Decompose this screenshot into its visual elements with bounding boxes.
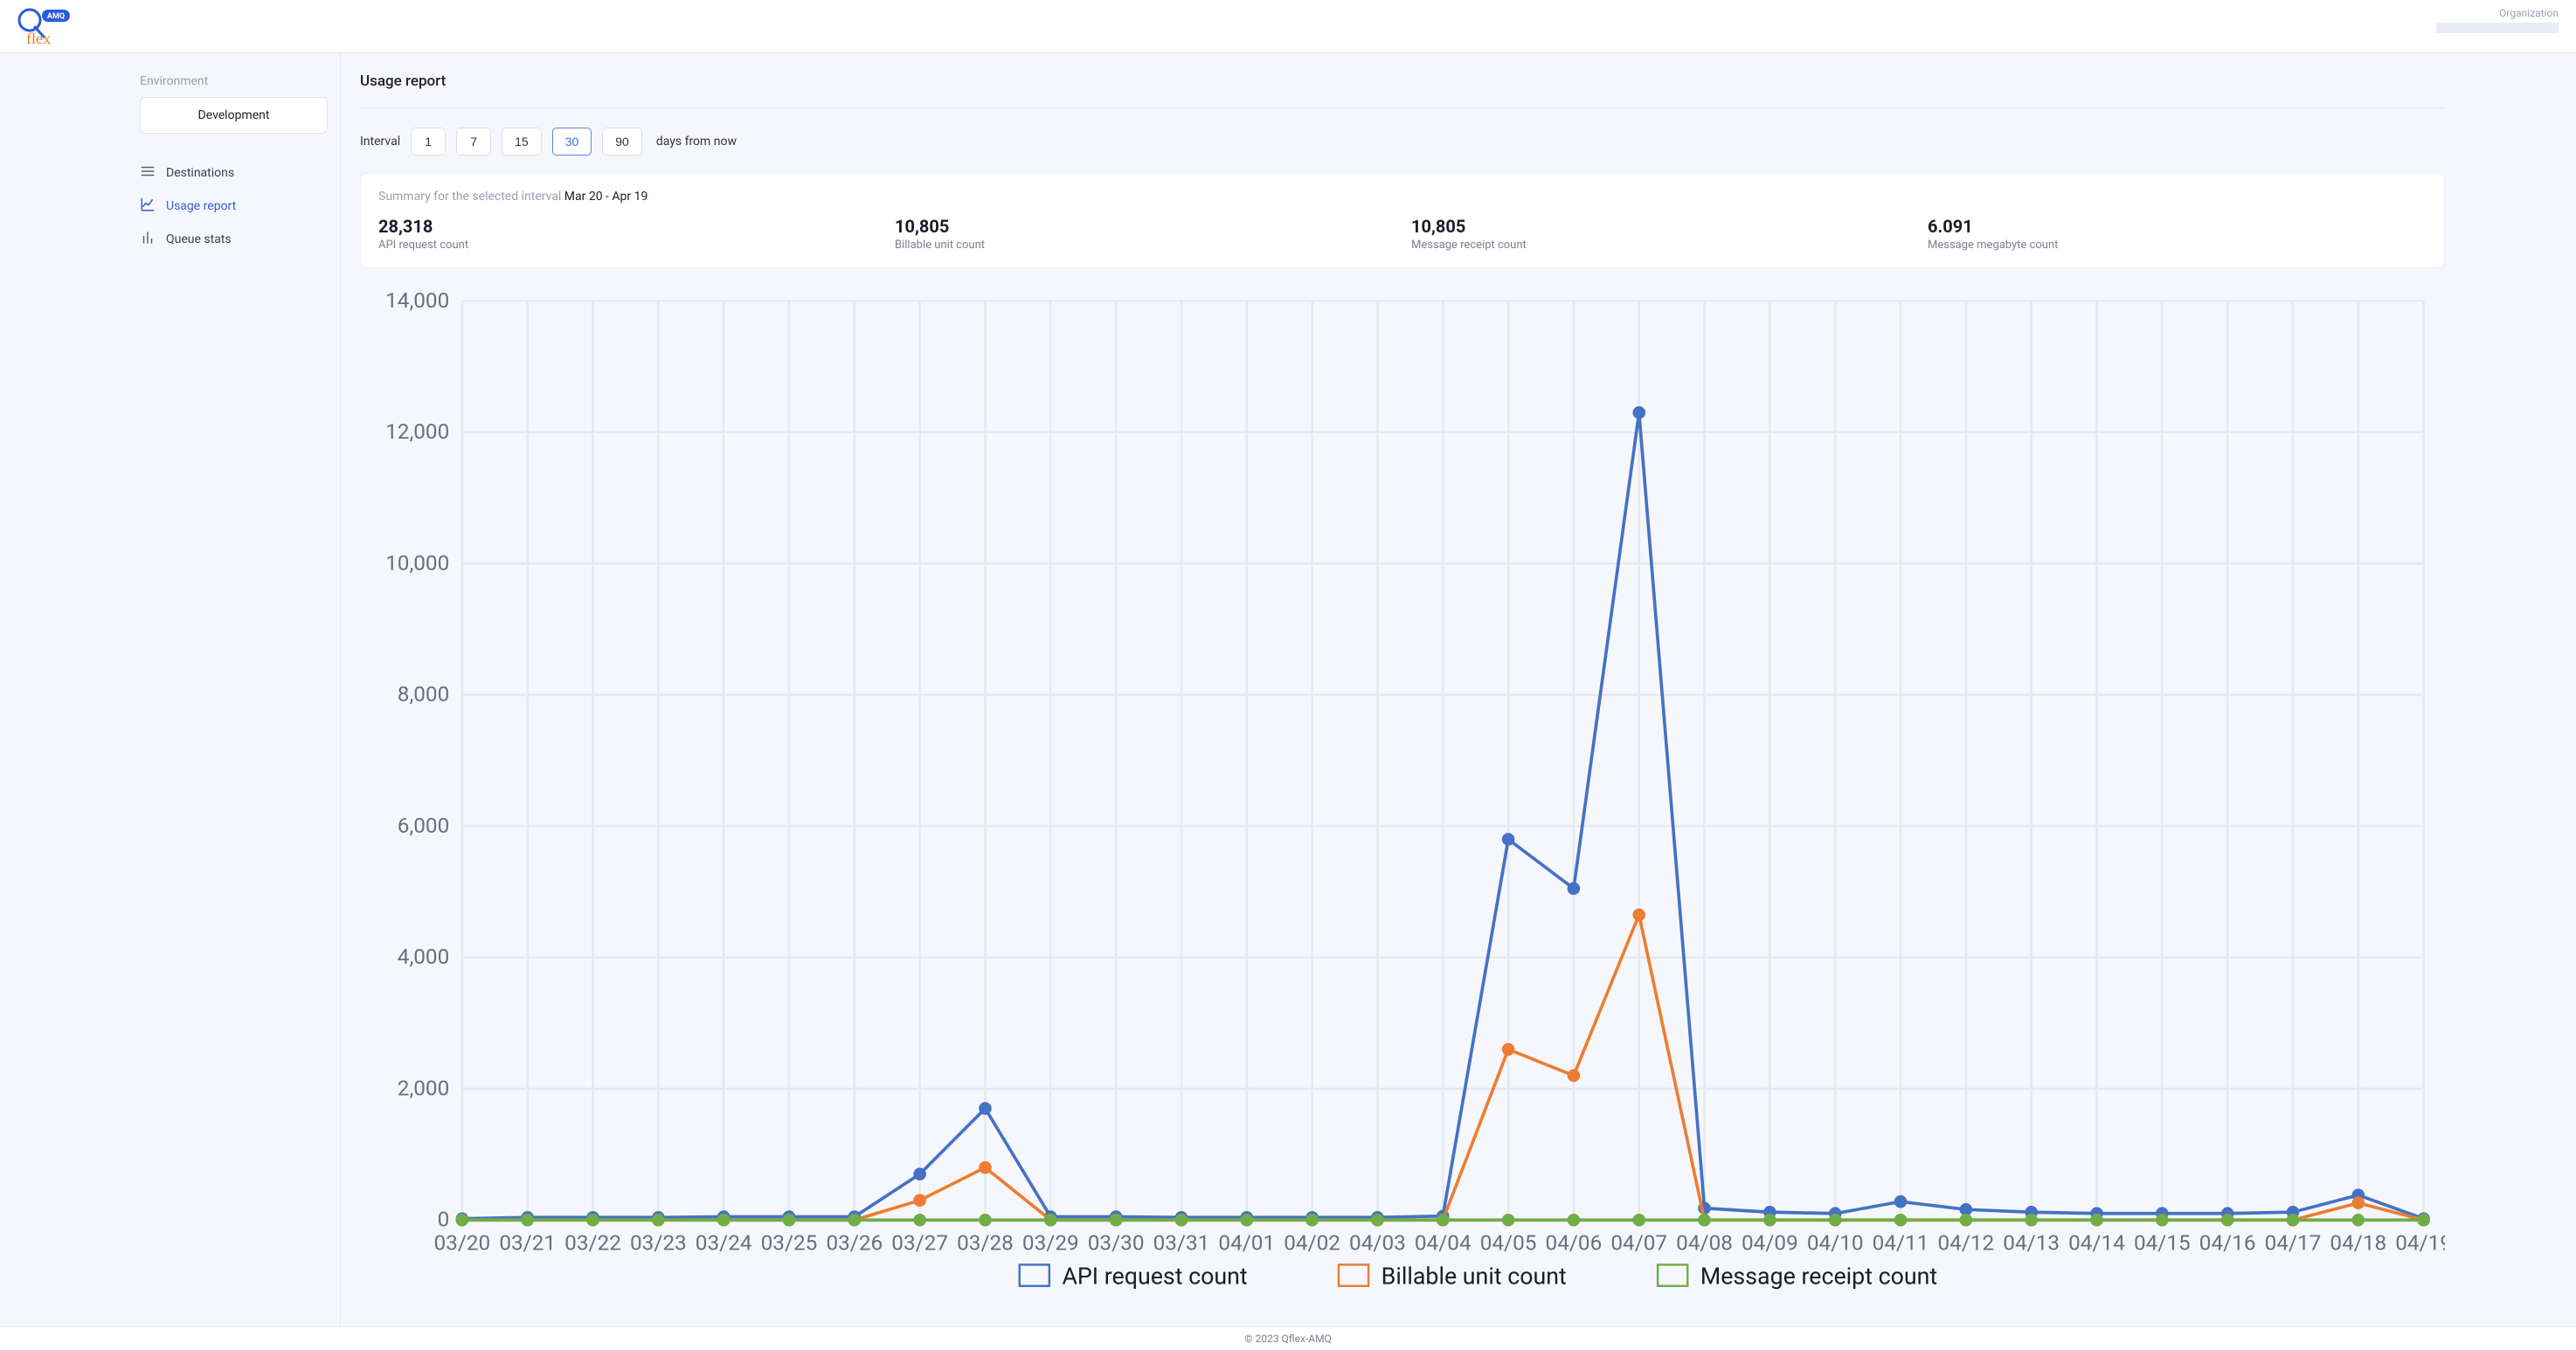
svg-text:4,000: 4,000 bbox=[398, 944, 449, 969]
svg-text:AMQ: AMQ bbox=[47, 12, 65, 21]
environment-value: Development bbox=[198, 108, 270, 122]
environment-select[interactable]: Development bbox=[140, 97, 328, 134]
svg-text:03/29: 03/29 bbox=[1022, 1229, 1079, 1255]
footer: © 2023 Qflex-AMQ bbox=[0, 1326, 2576, 1350]
interval-button-1[interactable]: 1 bbox=[411, 128, 446, 156]
chart-line-icon bbox=[140, 197, 156, 216]
interval-button-7[interactable]: 7 bbox=[456, 128, 491, 156]
svg-text:03/26: 03/26 bbox=[826, 1229, 883, 1255]
svg-text:03/28: 03/28 bbox=[957, 1229, 1014, 1255]
metric-message-receipt-count: 10,805 Message receipt count bbox=[1411, 216, 1910, 252]
svg-text:04/02: 04/02 bbox=[1284, 1229, 1340, 1255]
summary-range: Mar 20 - Apr 19 bbox=[564, 190, 648, 204]
metric-value: 10,805 bbox=[895, 216, 1394, 237]
sidebar-item-label: Queue stats bbox=[166, 232, 232, 246]
svg-text:flex: flex bbox=[26, 30, 51, 45]
svg-text:12,000: 12,000 bbox=[385, 419, 449, 444]
divider bbox=[360, 107, 2445, 108]
svg-text:14,000: 14,000 bbox=[385, 287, 449, 313]
metric-api-request-count: 28,318 API request count bbox=[378, 216, 877, 252]
summary-prefix: Summary for the selected interval bbox=[378, 190, 561, 204]
metric-value: 28,318 bbox=[378, 216, 877, 237]
interval-button-90[interactable]: 90 bbox=[602, 128, 642, 156]
svg-text:0: 0 bbox=[438, 1207, 450, 1232]
metrics: 28,318 API request count 10,805 Billable… bbox=[378, 216, 2427, 252]
metric-label: Message receipt count bbox=[1411, 239, 1910, 252]
metric-label: Message megabyte count bbox=[1928, 239, 2427, 252]
organization-label: Organization bbox=[2436, 7, 2559, 19]
sidebar-item-queue-stats[interactable]: Queue stats bbox=[140, 223, 328, 256]
svg-text:03/21: 03/21 bbox=[499, 1229, 556, 1255]
metric-label: API request count bbox=[378, 239, 877, 252]
nav-list: Destinations Usage report Queue stats bbox=[140, 156, 328, 256]
svg-text:04/14: 04/14 bbox=[2068, 1229, 2125, 1255]
svg-text:10,000: 10,000 bbox=[385, 550, 449, 575]
svg-text:03/25: 03/25 bbox=[761, 1229, 818, 1255]
organization-name bbox=[2436, 23, 2559, 33]
interval-row: Interval 1 7 15 30 90 days from now bbox=[360, 128, 2445, 156]
svg-text:API request count: API request count bbox=[1062, 1262, 1247, 1290]
svg-text:04/01: 04/01 bbox=[1218, 1229, 1275, 1255]
footer-text: © 2023 Qflex-AMQ bbox=[1244, 1333, 1332, 1345]
svg-text:04/10: 04/10 bbox=[1807, 1229, 1864, 1255]
sidebar-item-label: Destinations bbox=[166, 166, 234, 180]
svg-text:04/06: 04/06 bbox=[1546, 1229, 1603, 1255]
svg-text:03/31: 03/31 bbox=[1153, 1229, 1210, 1255]
svg-text:03/23: 03/23 bbox=[630, 1229, 687, 1255]
svg-text:Message receipt count: Message receipt count bbox=[1700, 1262, 1937, 1290]
metric-message-megabyte-count: 6.091 Message megabyte count bbox=[1928, 216, 2427, 252]
svg-text:Billable unit count: Billable unit count bbox=[1381, 1262, 1567, 1290]
metric-value: 10,805 bbox=[1411, 216, 1910, 237]
svg-text:2,000: 2,000 bbox=[398, 1075, 449, 1100]
summary-card: Summary for the selected interval Mar 20… bbox=[360, 173, 2445, 268]
svg-text:03/24: 03/24 bbox=[696, 1229, 752, 1255]
metric-label: Billable unit count bbox=[895, 239, 1394, 252]
sidebar: Environment Development Destinations bbox=[0, 53, 341, 1326]
svg-text:04/12: 04/12 bbox=[1937, 1229, 1994, 1255]
svg-text:04/18: 04/18 bbox=[2330, 1229, 2386, 1255]
metric-billable-unit-count: 10,805 Billable unit count bbox=[895, 216, 1394, 252]
metric-value: 6.091 bbox=[1928, 216, 2427, 237]
svg-text:04/04: 04/04 bbox=[1415, 1229, 1472, 1255]
bar-chart-icon bbox=[140, 230, 156, 249]
main: Usage report Interval 1 7 15 30 90 days … bbox=[341, 53, 2576, 1326]
svg-text:04/05: 04/05 bbox=[1480, 1229, 1537, 1255]
svg-text:04/08: 04/08 bbox=[1676, 1229, 1733, 1255]
sidebar-item-usage-report[interactable]: Usage report bbox=[140, 190, 328, 223]
svg-text:04/11: 04/11 bbox=[1873, 1229, 1929, 1255]
logo[interactable]: AMQ flex bbox=[17, 7, 86, 45]
svg-text:03/20: 03/20 bbox=[434, 1229, 491, 1255]
svg-text:8,000: 8,000 bbox=[398, 682, 449, 707]
svg-text:04/17: 04/17 bbox=[2265, 1229, 2322, 1255]
usage-chart: 0 2,000 4,000 6,000 8,000 10,000 12,000 14,000 0… bbox=[360, 284, 2445, 1305]
svg-text:04/03: 04/03 bbox=[1349, 1229, 1406, 1255]
svg-text:04/07: 04/07 bbox=[1610, 1229, 1667, 1255]
header: AMQ flex Organization bbox=[0, 0, 2576, 53]
svg-text:04/09: 04/09 bbox=[1742, 1229, 1798, 1255]
interval-button-30[interactable]: 30 bbox=[552, 128, 592, 156]
summary-header: Summary for the selected interval Mar 20… bbox=[378, 190, 2427, 204]
interval-suffix: days from now bbox=[656, 135, 737, 149]
chart-wrap: 0 2,000 4,000 6,000 8,000 10,000 12,000 14,000 0… bbox=[360, 284, 2445, 1309]
sidebar-item-destinations[interactable]: Destinations bbox=[140, 156, 328, 190]
page-title: Usage report bbox=[360, 73, 2445, 90]
interval-label: Interval bbox=[360, 135, 400, 149]
svg-text:03/22: 03/22 bbox=[564, 1229, 621, 1255]
svg-text:03/27: 03/27 bbox=[891, 1229, 948, 1255]
svg-text:04/13: 04/13 bbox=[2003, 1229, 2060, 1255]
svg-text:6,000: 6,000 bbox=[398, 813, 449, 838]
list-icon bbox=[140, 163, 156, 183]
interval-button-15[interactable]: 15 bbox=[502, 128, 542, 156]
svg-text:04/15: 04/15 bbox=[2134, 1229, 2191, 1255]
svg-text:04/19: 04/19 bbox=[2395, 1229, 2445, 1255]
sidebar-item-label: Usage report bbox=[166, 199, 236, 213]
organization-block: Organization bbox=[2436, 7, 2559, 33]
environment-label: Environment bbox=[140, 74, 328, 88]
svg-text:03/30: 03/30 bbox=[1088, 1229, 1145, 1255]
svg-text:04/16: 04/16 bbox=[2199, 1229, 2256, 1255]
